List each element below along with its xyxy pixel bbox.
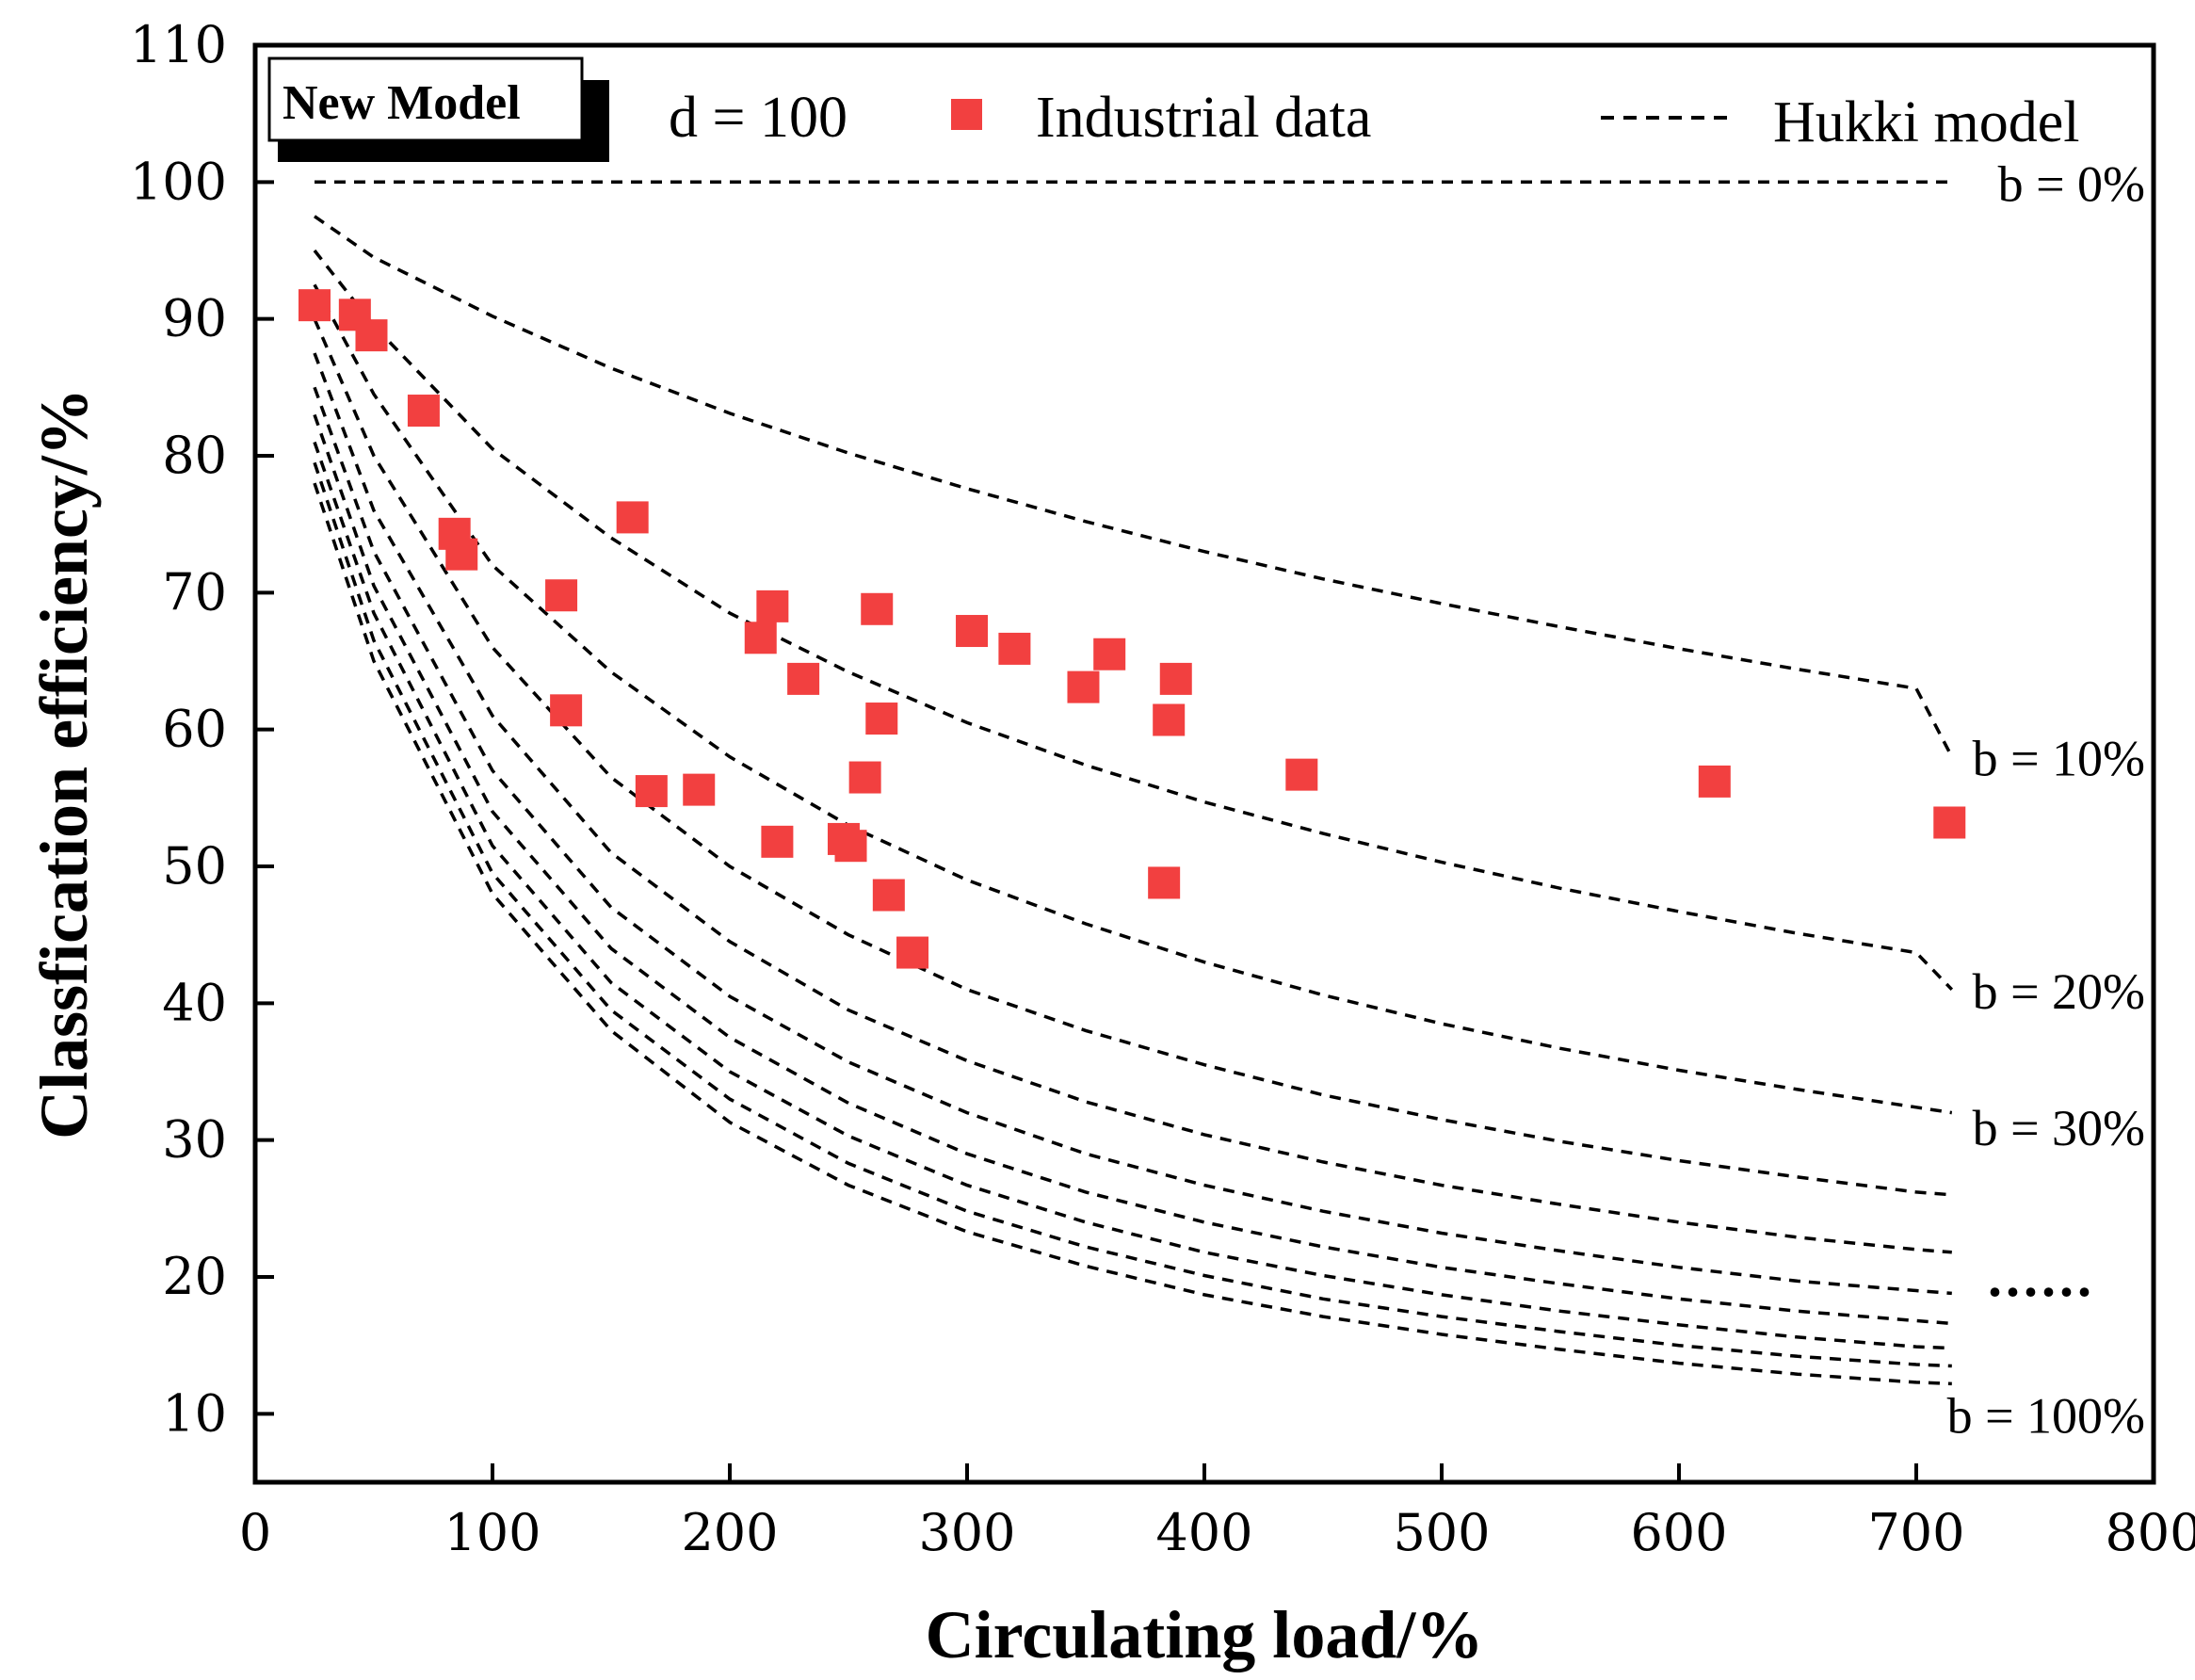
legend: New Model d = 100 Industrial data Hukki … (267, 57, 2079, 162)
x-tick-label: 300 (918, 1503, 1015, 1562)
x-tick-label: 600 (1630, 1503, 1727, 1562)
data-point (834, 830, 867, 863)
data-point (445, 538, 478, 571)
hukki-curve-b-100pct (313, 482, 1952, 1386)
data-point (1698, 765, 1731, 798)
data-point (550, 694, 583, 727)
curve-label: ...... (1988, 1246, 2095, 1308)
hukki-curve-b-90pct (313, 461, 1952, 1368)
data-point (861, 592, 894, 625)
data-point (635, 775, 668, 808)
data-point (761, 825, 794, 858)
y-tick-label: 30 (162, 1110, 227, 1170)
data-point (545, 579, 578, 612)
curve-labels: b = 0% b = 10% b = 20% b = 30%...... b = 100… (1947, 155, 2145, 1444)
hukki-curves (313, 180, 1954, 1386)
axis-ticks: 0 100 200 300 400 500 600 700 800 10 20 30 40 50 60 70 8… (130, 15, 2195, 1562)
curve-label: b = 10% (1973, 731, 2145, 787)
x-tick-label: 100 (444, 1503, 541, 1562)
data-point (1159, 662, 1192, 695)
data-point (956, 615, 989, 648)
hukki-curve-b-70pct (313, 413, 1952, 1326)
data-point (299, 289, 331, 322)
data-point (865, 703, 898, 735)
data-point (683, 773, 716, 806)
curve-label: b = 100% (1947, 1387, 2145, 1444)
data-point (407, 395, 440, 428)
data-point (744, 622, 777, 654)
data-point (896, 936, 929, 969)
y-tick-label: 50 (162, 836, 227, 896)
y-axis-title: Classfication efficiency/% (26, 388, 102, 1139)
data-point (616, 501, 649, 534)
data-point (1067, 670, 1100, 703)
x-tick-label: 800 (2105, 1503, 2195, 1562)
data-point (1148, 866, 1181, 899)
x-axis-title: Circulating load/% (926, 1597, 1484, 1672)
curve-label: b = 20% (1973, 963, 2145, 1020)
plot-frame (252, 42, 2156, 1485)
badge-label: New Model (282, 76, 521, 130)
curve-label: b = 0% (1998, 155, 2145, 212)
hukki-curve-b-40pct (313, 318, 1952, 1197)
data-point (1285, 758, 1318, 791)
x-tick-label: 400 (1155, 1503, 1252, 1562)
x-tick-label: 200 (681, 1503, 778, 1562)
legend-label-industrial: Industrial data (1036, 86, 1371, 150)
y-tick-label: 70 (162, 562, 227, 622)
legend-label-hukki: Hukki model (1773, 90, 2079, 154)
y-tick-label: 100 (130, 152, 227, 211)
industrial-data-points (299, 289, 1966, 969)
hukki-curve-b-30pct (313, 283, 1953, 1115)
hukki-curve-b-10pct (314, 215, 1954, 758)
data-point (1933, 806, 1966, 839)
hukki-curve-b-20pct (313, 249, 1954, 992)
data-point (756, 590, 789, 622)
hukki-curve-b-80pct (313, 441, 1952, 1350)
y-tick-label: 10 (162, 1383, 227, 1443)
curve-label: b = 30% (1973, 1100, 2145, 1156)
data-point (787, 662, 820, 695)
hukki-curve-b-50pct (313, 352, 1952, 1254)
data-point (848, 761, 881, 794)
y-tick-label: 40 (162, 973, 227, 1032)
data-point (998, 632, 1031, 665)
data-point (872, 879, 905, 912)
data-point (1093, 638, 1126, 670)
y-tick-label: 90 (162, 289, 227, 348)
data-point (1153, 703, 1186, 736)
data-point (355, 319, 388, 352)
x-tick-label: 700 (1867, 1503, 1964, 1562)
x-tick-label: 0 (239, 1503, 271, 1562)
y-tick-label: 80 (162, 426, 227, 485)
parameter-label: d = 100 (669, 86, 847, 150)
x-tick-label: 500 (1393, 1503, 1490, 1562)
y-tick-label: 20 (162, 1247, 227, 1306)
legend-marker-industrial (951, 99, 982, 130)
y-tick-label: 60 (162, 700, 227, 759)
badge-box (267, 57, 584, 142)
y-tick-label: 110 (130, 15, 227, 74)
hukki-curve-b-60pct (313, 386, 1952, 1296)
